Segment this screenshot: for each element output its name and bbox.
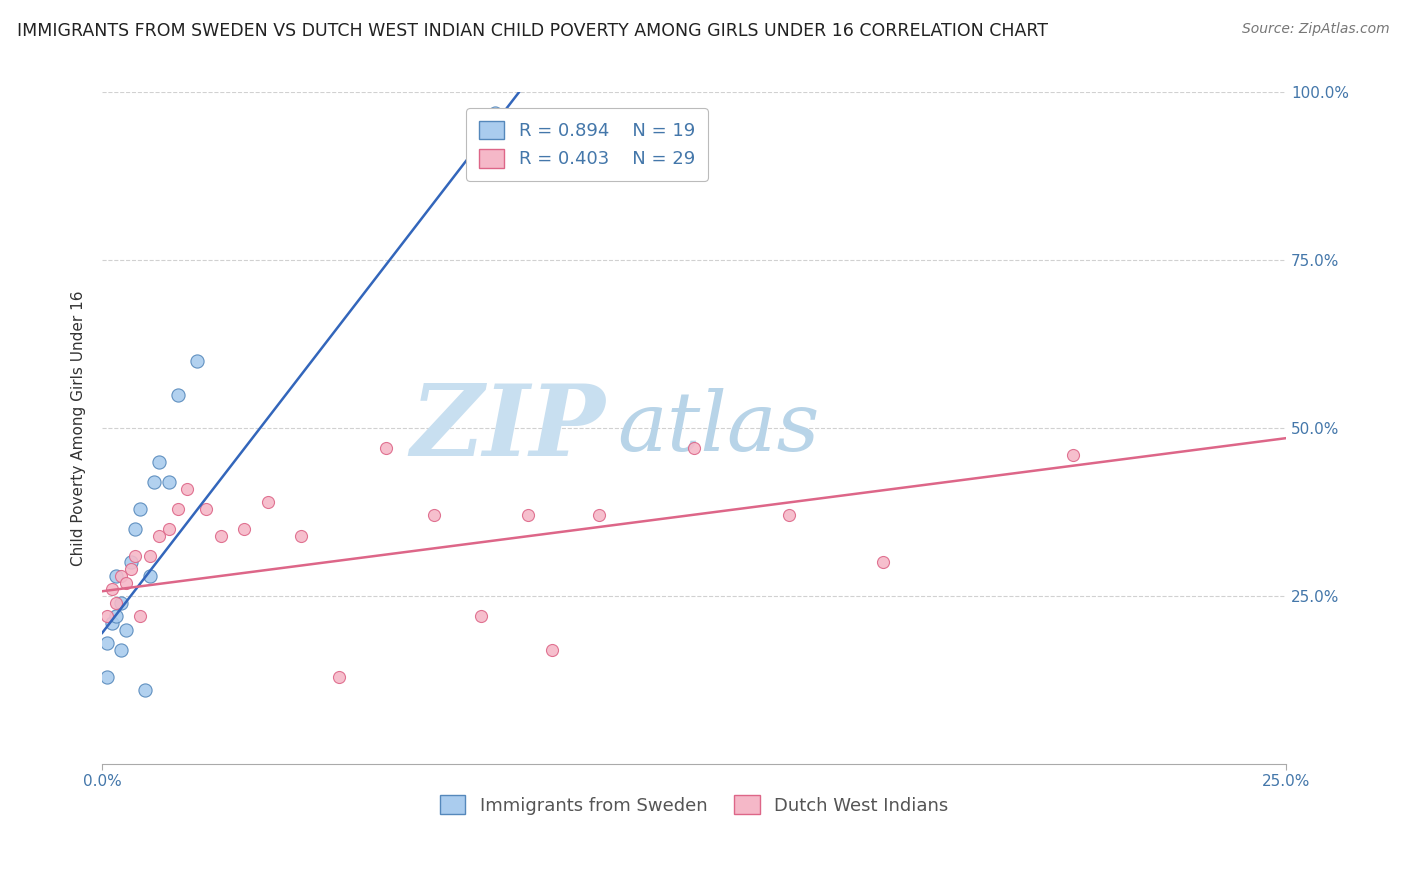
- Point: [138, 549, 160, 563]
- Point: [872, 555, 894, 569]
- Point: [100, 615, 122, 630]
- Point: [138, 569, 160, 583]
- Text: ZIP: ZIP: [411, 380, 606, 476]
- Point: [120, 555, 142, 569]
- Point: [375, 442, 398, 456]
- Point: [110, 642, 132, 657]
- Point: [129, 501, 152, 516]
- Point: [115, 623, 138, 637]
- Point: [129, 609, 152, 624]
- Text: IMMIGRANTS FROM SWEDEN VS DUTCH WEST INDIAN CHILD POVERTY AMONG GIRLS UNDER 16 C: IMMIGRANTS FROM SWEDEN VS DUTCH WEST IND…: [17, 22, 1047, 40]
- Point: [143, 475, 166, 489]
- Point: [148, 528, 170, 542]
- Point: [541, 642, 564, 657]
- Point: [517, 508, 540, 523]
- Point: [422, 508, 444, 523]
- Point: [124, 549, 146, 563]
- Point: [176, 482, 198, 496]
- Point: [290, 528, 312, 542]
- Point: [484, 105, 506, 120]
- Point: [115, 575, 138, 590]
- Legend: Immigrants from Sweden, Dutch West Indians: Immigrants from Sweden, Dutch West India…: [433, 789, 956, 822]
- Point: [105, 596, 128, 610]
- Point: [105, 569, 128, 583]
- Point: [588, 508, 610, 523]
- Point: [186, 354, 208, 368]
- Point: [233, 522, 256, 536]
- Text: atlas: atlas: [617, 388, 820, 468]
- Point: [195, 501, 218, 516]
- Point: [257, 495, 280, 509]
- Point: [120, 562, 142, 576]
- Point: [157, 475, 180, 489]
- Point: [96, 609, 118, 624]
- Point: [110, 596, 132, 610]
- Y-axis label: Child Poverty Among Girls Under 16: Child Poverty Among Girls Under 16: [72, 290, 86, 566]
- Point: [96, 669, 118, 683]
- Point: [683, 442, 706, 456]
- Point: [167, 387, 190, 401]
- Point: [105, 609, 128, 624]
- Point: [470, 609, 492, 624]
- Point: [209, 528, 232, 542]
- Point: [96, 636, 118, 650]
- Point: [328, 669, 350, 683]
- Point: [157, 522, 180, 536]
- Point: [167, 501, 190, 516]
- Text: Source: ZipAtlas.com: Source: ZipAtlas.com: [1241, 22, 1389, 37]
- Point: [110, 569, 132, 583]
- Point: [148, 455, 170, 469]
- Point: [134, 683, 156, 698]
- Point: [1062, 448, 1084, 462]
- Point: [100, 582, 122, 597]
- Point: [124, 522, 146, 536]
- Point: [778, 508, 800, 523]
